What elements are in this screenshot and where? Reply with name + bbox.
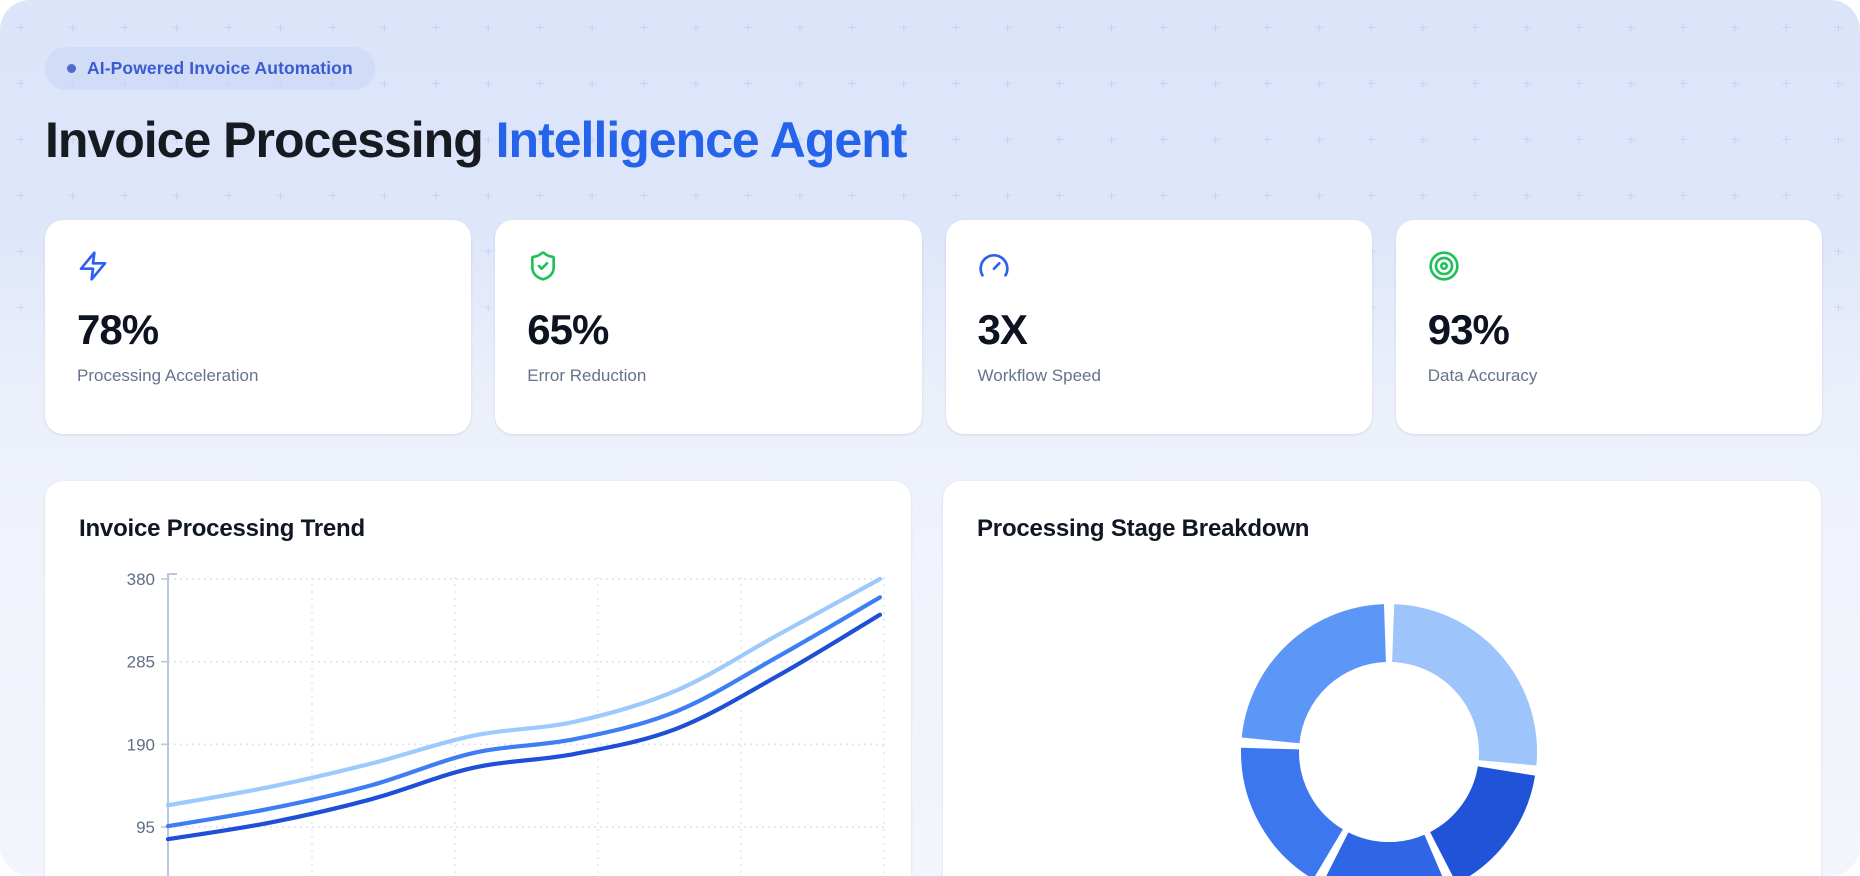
gauge-icon: [978, 253, 1009, 277]
svg-text:190: 190: [127, 735, 155, 754]
stat-value: 65%: [527, 305, 609, 353]
page-title: Invoice Processing Intelligence Agent: [45, 114, 1815, 167]
stat-card-processing-acceleration: 78% Processing Acceleration: [45, 219, 472, 434]
stat-card-data-accuracy: 93% Data Accuracy: [1395, 219, 1822, 434]
stat-label: Workflow Speed: [977, 365, 1101, 385]
stat-label: Error Reduction: [527, 365, 647, 385]
stat-label: Data Accuracy: [1427, 365, 1538, 385]
svg-text:380: 380: [127, 570, 155, 589]
line-chart: 380 285 190 95: [127, 570, 887, 876]
charts-row: Invoice Processing Trend 380 285 190 95 Pro…: [0, 480, 1860, 876]
stat-label: Processing Acceleration: [77, 365, 259, 385]
page-title-accent: Intelligence Agent: [495, 112, 908, 168]
stat-card-error-reduction: 65% Error Reduction: [495, 219, 922, 434]
stat-value: 78%: [77, 305, 159, 353]
svg-text:285: 285: [127, 652, 155, 671]
stat-value: 93%: [1427, 305, 1510, 353]
stat-card-workflow-speed: 3X Workflow Speed: [945, 219, 1372, 434]
page-title-primary: Invoice Processing: [45, 112, 484, 168]
svg-text:95: 95: [136, 818, 155, 837]
donut-chart: [1241, 603, 1537, 876]
line-chart-card: Invoice Processing Trend 380 285 190 95: [45, 480, 911, 876]
stat-value: 3X: [977, 305, 1028, 353]
badge-dot-icon: [67, 64, 76, 73]
lightning-icon: [79, 250, 107, 281]
hero-section: AI-Powered Invoice Automation Invoice Pr…: [0, 0, 1860, 167]
shield-check-icon: [531, 250, 556, 281]
badge-label: AI-Powered Invoice Automation: [87, 58, 353, 78]
target-icon: [1429, 250, 1459, 281]
stats-row: 78% Processing Acceleration 65% Error Re…: [0, 219, 1860, 434]
donut-chart-title: Processing Stage Breakdown: [977, 514, 1310, 542]
line-chart-title: Invoice Processing Trend: [79, 514, 365, 542]
donut-chart-card: Processing Stage Breakdown: [943, 480, 1821, 876]
ai-badge: AI-Powered Invoice Automation: [45, 47, 375, 90]
